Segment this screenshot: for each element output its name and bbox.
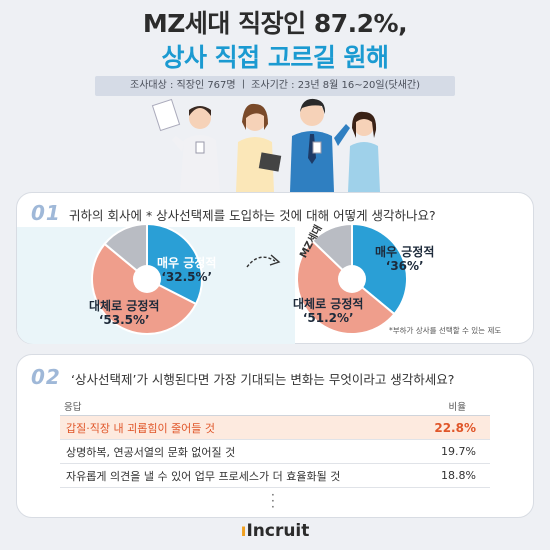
question-1-text: 귀하의 회사에 * 상사선택제를 도입하는 것에 대해 어떻게 생각하나요? bbox=[69, 208, 436, 223]
pie1-very-positive-name: 매우 긍정적 bbox=[157, 256, 217, 270]
question-2-number: 02 bbox=[31, 365, 61, 389]
worker-3 bbox=[290, 98, 350, 192]
pie2-somewhat-positive-value: ‘51.2%’ bbox=[302, 311, 354, 325]
pie1-label-somewhat-positive: 대체로 긍정적 ‘53.5%’ bbox=[89, 299, 159, 327]
table-row: 자유롭게 의견을 낼 수 있어 업무 프로세스가 더 효율화될 것 18.8% bbox=[60, 464, 490, 488]
worker-2 bbox=[236, 103, 282, 192]
pie1-somewhat-positive-value: ‘53.5%’ bbox=[98, 313, 150, 327]
pie1-very-positive-value: ‘32.5%’ bbox=[161, 270, 213, 284]
page-title: MZ세대 직장인 87.2%, bbox=[142, 9, 408, 38]
worker-4 bbox=[348, 111, 380, 192]
pie-chart-mz bbox=[296, 222, 408, 335]
pie2-very-positive-name: 매우 긍정적 bbox=[375, 245, 435, 259]
row-value: 19.7% bbox=[441, 445, 476, 458]
arrow-icon bbox=[246, 254, 281, 268]
pie2-somewhat-positive-name: 대체로 긍정적 bbox=[293, 297, 364, 311]
survey-info-bar: 조사대상 : 직장인 767명 ㅣ 조사기간 : 23년 8월 16~20일(닷… bbox=[95, 76, 455, 96]
footnote: *부하가 상사를 선택할 수 있는 제도 bbox=[389, 326, 502, 335]
question-2-text: ‘상사선택제’가 시행된다면 가장 기대되는 변화는 무엇이라고 생각하세요? bbox=[71, 372, 455, 387]
title-block: MZ세대 직장인 87.2%, 상사 직접 고르길 원해 bbox=[0, 8, 550, 74]
question-1-card: 01 귀하의 회사에 * 상사선택제를 도입하는 것에 대해 어떻게 생각하나요… bbox=[16, 192, 534, 344]
pie2-label-very-positive: 매우 긍정적 ‘36%’ bbox=[375, 245, 434, 273]
pie2-very-positive-value: ‘36%’ bbox=[385, 259, 424, 273]
row-label: 갑질·직장 내 괴롭힘이 줄어들 것 bbox=[66, 421, 216, 435]
column-header-response: 응답 bbox=[64, 402, 82, 413]
pie2-label-somewhat-positive: 대체로 긍정적 ‘51.2%’ bbox=[293, 297, 363, 325]
row-label: 상명하복, 연공서열의 문화 없어질 것 bbox=[66, 445, 236, 459]
table-row: 상명하복, 연공서열의 문화 없어질 것 19.7% bbox=[60, 440, 490, 464]
logo-text: Incruit bbox=[246, 521, 310, 541]
question-1-number: 01 bbox=[31, 201, 61, 225]
logo-dot: ı bbox=[240, 521, 247, 541]
column-header-ratio: 비율 bbox=[448, 402, 466, 413]
more-ellipsis-icon: · · · bbox=[271, 488, 275, 514]
response-table: 응답 비율 갑질·직장 내 괴롭힘이 줄어들 것 22.8% 상명하복, 연공서… bbox=[60, 400, 490, 488]
office-workers-illustration bbox=[151, 98, 380, 192]
table-header: 응답 비율 bbox=[60, 400, 490, 416]
row-value: 22.8% bbox=[434, 420, 476, 435]
row-value: 18.8% bbox=[441, 469, 476, 482]
slice-very-positive bbox=[146, 222, 203, 306]
pie-chart-all bbox=[91, 222, 203, 335]
pie-center-hole bbox=[133, 265, 161, 293]
pie1-somewhat-positive-name: 대체로 긍정적 bbox=[89, 299, 160, 313]
table-row: 갑질·직장 내 괴롭힘이 줄어들 것 22.8% bbox=[60, 416, 490, 440]
slice-other bbox=[310, 222, 353, 282]
page-subtitle: 상사 직접 고르길 원해 bbox=[161, 43, 389, 72]
slice-other bbox=[103, 222, 148, 282]
row-label: 자유롭게 의견을 낼 수 있어 업무 프로세스가 더 효율화될 것 bbox=[66, 469, 341, 483]
incruit-logo: ıIncruit bbox=[0, 521, 550, 541]
worker-1 bbox=[151, 98, 220, 192]
pie-center-hole bbox=[338, 265, 366, 293]
slice-very-positive bbox=[351, 222, 408, 316]
pie1-label-very-positive: 매우 긍정적 ‘32.5%’ bbox=[157, 256, 216, 284]
